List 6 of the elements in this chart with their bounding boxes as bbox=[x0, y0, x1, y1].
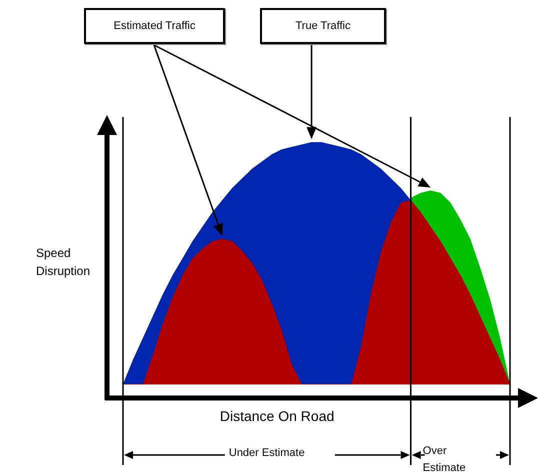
x-axis-title: Distance On Road bbox=[220, 408, 334, 424]
text: Over Estimate bbox=[422, 444, 467, 474]
text: Estimated Traffic bbox=[84, 8, 225, 44]
y-axis-title: Speed Disruption bbox=[36, 245, 92, 280]
text: True Traffic bbox=[260, 8, 386, 44]
text: Under Estimate bbox=[228, 447, 305, 459]
